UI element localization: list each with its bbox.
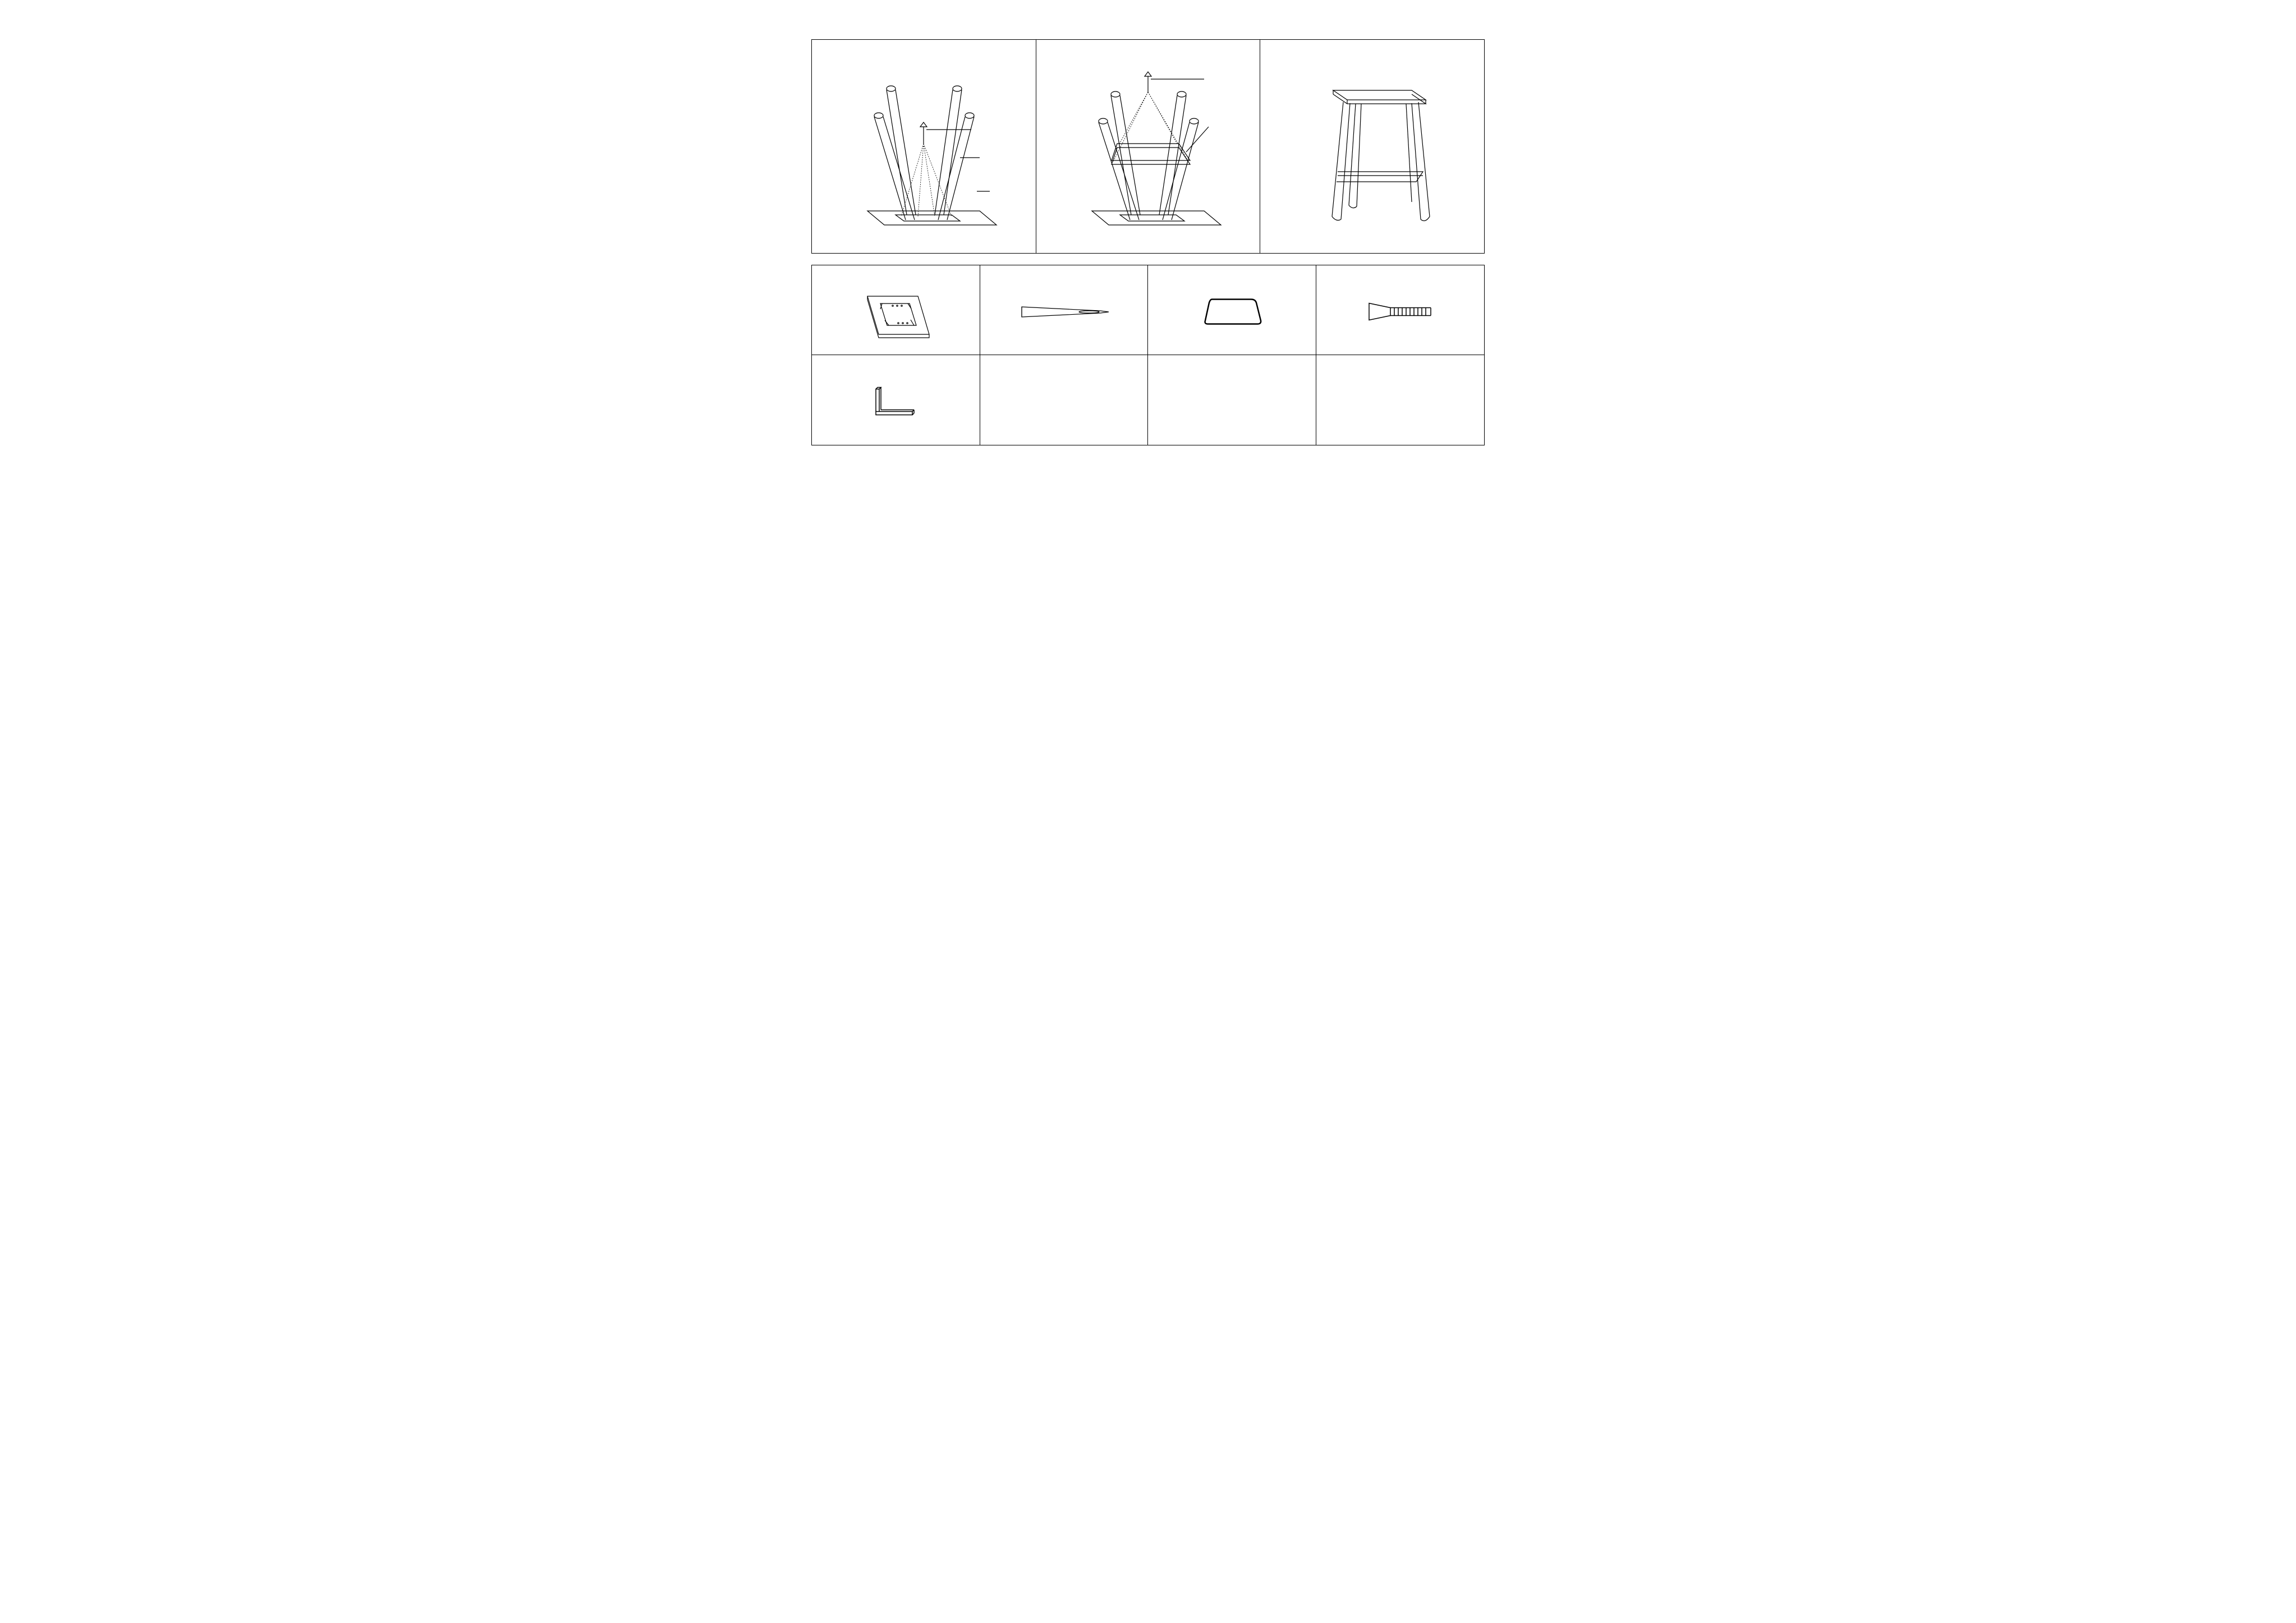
- step3-svg: [1294, 59, 1451, 233]
- part-c-icon: [1198, 292, 1265, 332]
- part-a-cell: [812, 265, 980, 355]
- empty-cell-2: [1148, 355, 1316, 445]
- empty-cell-1: [980, 355, 1149, 445]
- part-d-icon: [1363, 297, 1436, 325]
- empty-cell-3: [1316, 355, 1485, 445]
- step-2-cell: [1036, 40, 1261, 253]
- steps-row: [811, 39, 1485, 254]
- part-e-icon: [867, 383, 924, 422]
- step1-svg: [839, 59, 1008, 233]
- part-d-cell: [1316, 265, 1485, 355]
- step-1-diagram: [818, 45, 1030, 247]
- step-3-diagram: [1266, 45, 1478, 247]
- part-b-cell: [980, 265, 1149, 355]
- part-c-cell: [1148, 265, 1316, 355]
- step-2-diagram: [1042, 45, 1255, 247]
- step-3-cell: [1260, 40, 1484, 253]
- step2-svg: [1064, 59, 1232, 233]
- part-b-icon: [1016, 300, 1112, 323]
- parts-table: [811, 265, 1485, 445]
- step-1-cell: [812, 40, 1036, 253]
- part-a-icon: [859, 285, 932, 341]
- part-e-cell: [812, 355, 980, 445]
